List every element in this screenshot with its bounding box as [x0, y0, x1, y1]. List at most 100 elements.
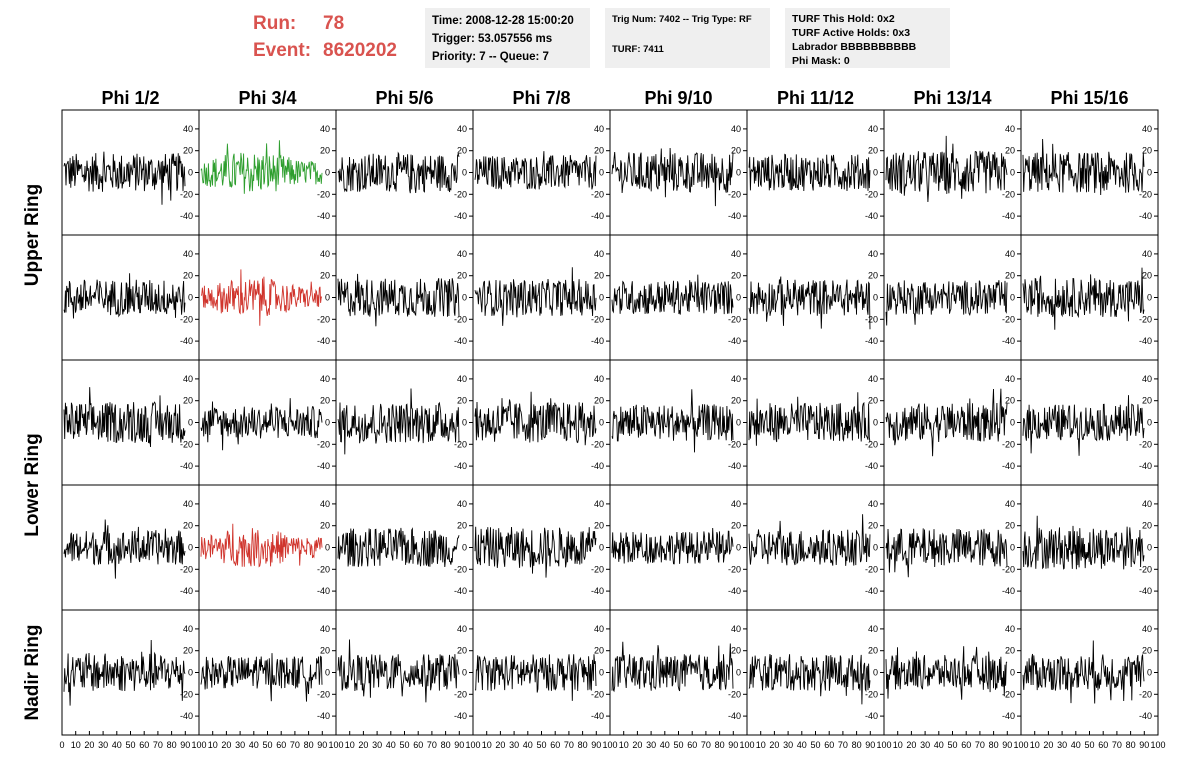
x-tick-label: 40: [523, 740, 533, 750]
waveform-trace: [885, 280, 1008, 326]
y-tick-label: 0: [462, 543, 467, 553]
y-tick-label: 40: [1005, 124, 1015, 134]
y-tick-label: 40: [731, 249, 741, 259]
y-tick-label: -20: [1002, 189, 1015, 199]
y-tick-label: 0: [325, 668, 330, 678]
y-tick-label: -40: [1139, 336, 1152, 346]
y-tick-label: 40: [594, 499, 604, 509]
y-tick-label: -40: [591, 711, 604, 721]
y-tick-label: 0: [462, 168, 467, 178]
x-tick-label: 20: [632, 740, 642, 750]
y-tick-label: 20: [1142, 521, 1152, 531]
y-tick-label: -40: [454, 336, 467, 346]
y-tick-label: -20: [865, 689, 878, 699]
y-tick-label: 20: [320, 396, 330, 406]
waveform-trace: [748, 514, 871, 566]
x-tick-label: 100: [191, 740, 206, 750]
y-tick-label: 0: [325, 168, 330, 178]
waveform-panel: [746, 359, 885, 486]
waveform-trace: [748, 276, 871, 330]
y-tick-label: 0: [188, 668, 193, 678]
y-tick-label: 0: [736, 418, 741, 428]
y-tick-label: -20: [591, 564, 604, 574]
phi-column-label: Phi 9/10: [644, 88, 712, 108]
x-tick-label: 100: [876, 740, 891, 750]
y-tick-label: -40: [1139, 586, 1152, 596]
event-value: 8620202: [323, 40, 397, 61]
x-tick-label: 100: [602, 740, 617, 750]
y-tick-label: 40: [320, 249, 330, 259]
y-tick-label: -20: [454, 689, 467, 699]
y-tick-label: 20: [594, 146, 604, 156]
x-tick-label: 10: [208, 740, 218, 750]
y-tick-label: -40: [728, 336, 741, 346]
y-tick-label: -20: [317, 189, 330, 199]
x-tick-label: 20: [495, 740, 505, 750]
x-tick-label: 10: [71, 740, 81, 750]
x-tick-label: 50: [125, 740, 135, 750]
y-tick-label: 0: [1147, 543, 1152, 553]
x-tick-label: 40: [797, 740, 807, 750]
x-tick-label: 80: [441, 740, 451, 750]
y-tick-label: 40: [183, 624, 193, 634]
y-tick-label: 0: [325, 543, 330, 553]
y-tick-label: -40: [454, 211, 467, 221]
x-tick-label: 10: [345, 740, 355, 750]
x-tick-label: 10: [893, 740, 903, 750]
phi-column-label: Phi 15/16: [1050, 88, 1128, 108]
waveform-trace: [474, 654, 597, 701]
y-tick-label: 40: [457, 624, 467, 634]
y-tick-label: -20: [1002, 689, 1015, 699]
x-tick-label: 50: [1084, 740, 1094, 750]
y-tick-label: -40: [1002, 711, 1015, 721]
y-tick-label: -40: [317, 211, 330, 221]
x-tick-label: 60: [413, 740, 423, 750]
waveform-trace: [200, 398, 323, 451]
x-tick-label: 20: [769, 740, 779, 750]
y-tick-label: 0: [1147, 293, 1152, 303]
waveform-trace: [63, 387, 186, 448]
y-tick-label: 0: [1010, 418, 1015, 428]
x-tick-label: 30: [1057, 740, 1067, 750]
y-tick-label: 40: [594, 249, 604, 259]
timing-info-box: Time: 2008-12-28 15:00:20 Trigger: 53.05…: [425, 8, 590, 68]
waveform-panel: [883, 109, 1022, 236]
y-tick-label: 20: [731, 521, 741, 531]
y-tick-label: -20: [728, 564, 741, 574]
y-tick-label: -40: [317, 461, 330, 471]
phi-column-label: Phi 5/6: [375, 88, 433, 108]
x-tick-label: 50: [810, 740, 820, 750]
y-tick-label: -20: [1139, 689, 1152, 699]
x-tick-label: 40: [386, 740, 396, 750]
y-tick-label: -20: [180, 314, 193, 324]
y-tick-label: 40: [868, 249, 878, 259]
x-tick-label: 40: [1071, 740, 1081, 750]
waveform-trace: [63, 273, 186, 319]
waveform-trace: [63, 519, 186, 579]
x-tick-label: 10: [1030, 740, 1040, 750]
x-tick-label: 50: [536, 740, 546, 750]
y-tick-label: -20: [1002, 439, 1015, 449]
phi-column-label: Phi 1/2: [101, 88, 159, 108]
ring-label: Nadir Ring: [22, 624, 43, 720]
y-tick-label: 20: [1142, 396, 1152, 406]
y-tick-label: 0: [325, 293, 330, 303]
y-tick-label: 40: [1005, 624, 1015, 634]
y-tick-label: 20: [594, 646, 604, 656]
x-tick-label: 90: [1139, 740, 1149, 750]
y-tick-label: 40: [457, 499, 467, 509]
y-tick-label: 20: [868, 646, 878, 656]
y-tick-label: 40: [183, 499, 193, 509]
y-tick-label: -20: [317, 314, 330, 324]
waveform-trace: [1022, 515, 1145, 570]
y-tick-label: 20: [183, 146, 193, 156]
waveform-trace: [200, 523, 323, 568]
trig-num-text: Trig Num: 7402 -- Trig Type: RF: [612, 14, 752, 25]
waveform-trace: [1022, 395, 1145, 456]
y-tick-label: 0: [599, 293, 604, 303]
x-tick-label: 70: [1112, 740, 1122, 750]
y-tick-label: -20: [591, 314, 604, 324]
y-tick-label: 20: [731, 271, 741, 281]
x-tick-label: 80: [852, 740, 862, 750]
y-tick-label: 0: [873, 668, 878, 678]
